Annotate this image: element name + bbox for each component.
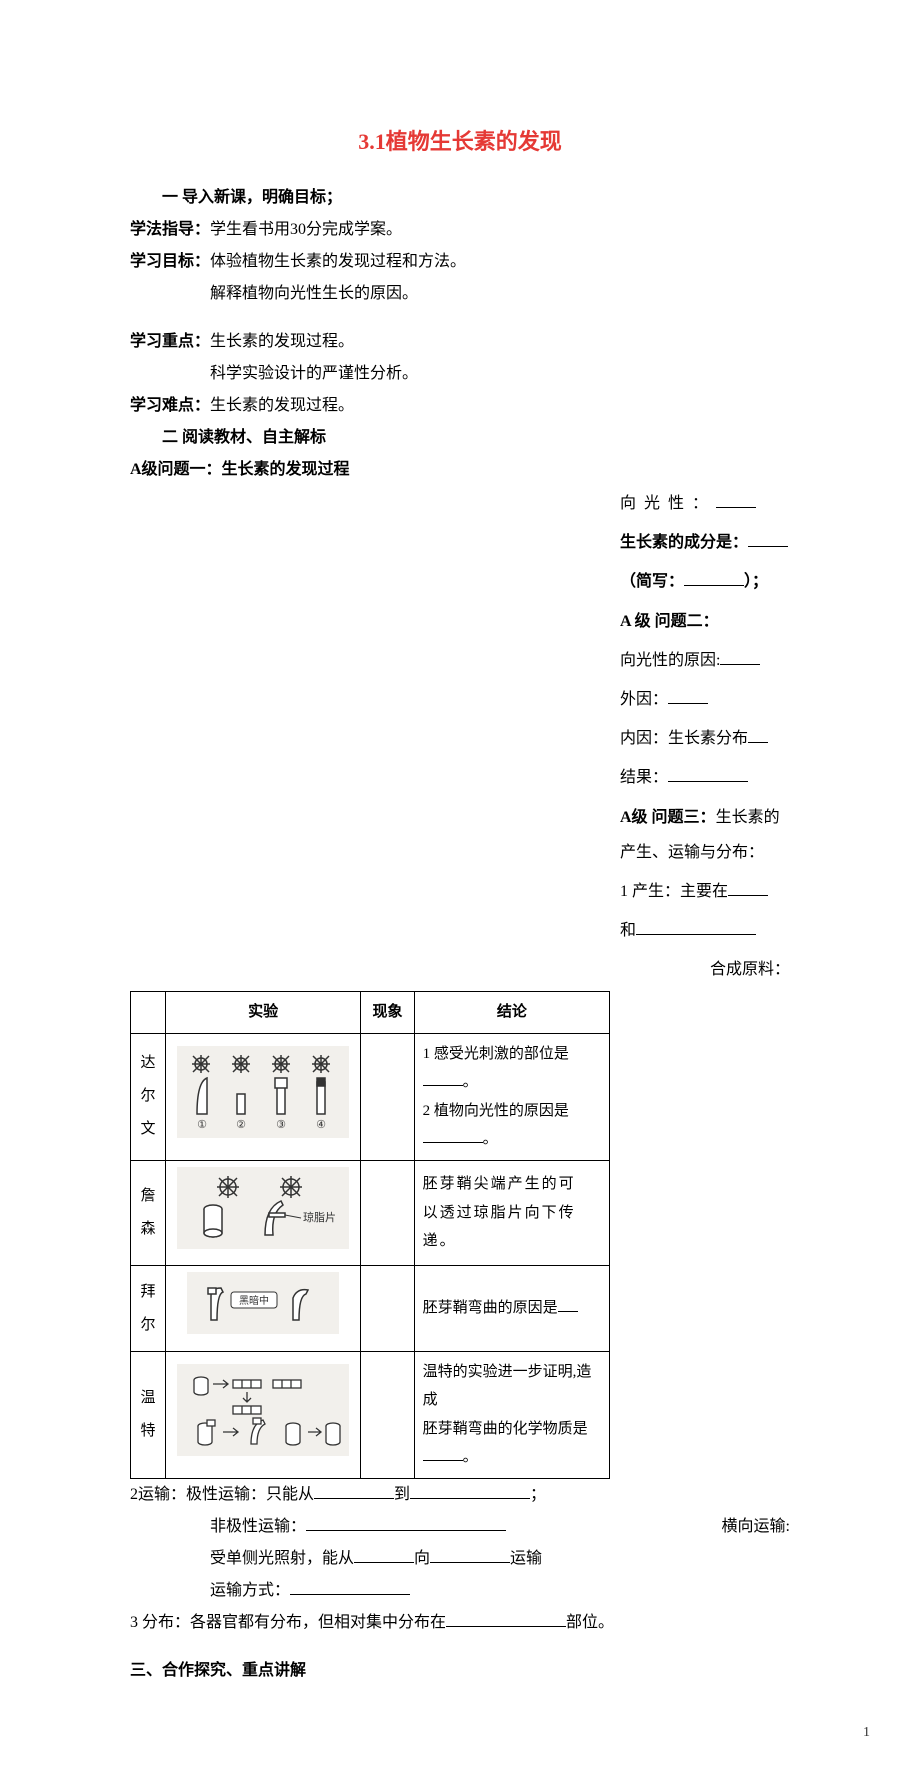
svg-text:①: ① xyxy=(197,1119,207,1131)
svg-text:琼脂片: 琼脂片 xyxy=(303,1210,336,1224)
th-blank xyxy=(131,992,166,1034)
spacer xyxy=(130,310,790,326)
diff-line: 学习难点：生长素的发现过程。 xyxy=(130,390,790,422)
section-3-heading: 三、合作探究、重点讲解 xyxy=(130,1655,790,1687)
table-row: 拜尔 黑暗中 胚芽鞘弯曲的原因是 xyxy=(131,1266,610,1352)
th-phenomenon: 现象 xyxy=(361,992,414,1034)
table-row: 温特 xyxy=(131,1351,610,1478)
bayer-diagram: 黑暗中 xyxy=(165,1266,360,1352)
svg-text:④: ④ xyxy=(316,1119,326,1131)
transport-line-3: 受单侧光照射，能从向运输 xyxy=(130,1543,790,1575)
bayer-conclusion: 胚芽鞘弯曲的原因是 xyxy=(414,1266,609,1352)
goal-line-1: 学习目标：体验植物生长素的发现过程和方法。 xyxy=(130,246,790,278)
jensen-diagram: 琼脂片 xyxy=(165,1160,360,1266)
section-1-heading: 一 导入新课，明确目标； xyxy=(130,182,790,214)
method-line: 学法指导：学生看书用30分完成学案。 xyxy=(130,214,790,246)
darwin-conclusion: 1 感受光刺激的部位是。 2 植物向光性的原因是。 xyxy=(414,1033,609,1160)
transport-line-4: 运输方式： xyxy=(130,1575,790,1607)
goal-line-2: 解释植物向光性生长的原因。 xyxy=(130,278,790,310)
svg-text:黑暗中: 黑暗中 xyxy=(239,1294,269,1307)
row-name: 拜尔 xyxy=(131,1266,166,1352)
transport-line-2: 非极性运输： 横向运输: xyxy=(130,1511,790,1543)
side-notes: 向光性： 生长素的成分是： （简写：）； A 级 问题二： 向光性的原因: 外因… xyxy=(620,486,790,991)
transport-line-1: 2运输：极性运输：只能从到； xyxy=(130,1479,790,1511)
focus-line-2: 科学实验设计的严谨性分析。 xyxy=(130,358,790,390)
focus-line-1: 学习重点：生长素的发现过程。 xyxy=(130,326,790,358)
row-name: 达尔文 xyxy=(131,1033,166,1160)
svg-text:③: ③ xyxy=(276,1119,286,1131)
distribution-line: 3 分布：各器官都有分布，但相对集中分布在部位。 xyxy=(130,1607,790,1639)
page-title: 3.1植物生长素的发现 xyxy=(130,120,790,164)
went-diagram xyxy=(165,1351,360,1478)
table-row: 詹森 琼脂片 xyxy=(131,1160,610,1266)
darwin-diagram: ① ② ③ ④ xyxy=(165,1033,360,1160)
q1-label: A级问题一：生长素的发现过程 xyxy=(130,454,790,486)
jensen-conclusion: 胚芽鞘尖端产生的可以透过琼脂片向下传递。 xyxy=(414,1160,609,1266)
cell-empty xyxy=(361,1266,414,1352)
spacer xyxy=(130,1639,790,1655)
table-row: 达尔文 xyxy=(131,1033,610,1160)
cell-empty xyxy=(361,1160,414,1266)
row-name: 温特 xyxy=(131,1351,166,1478)
page-number: 1 xyxy=(863,1719,870,1747)
cell-empty xyxy=(361,1033,414,1160)
svg-text:②: ② xyxy=(236,1119,246,1131)
th-conclusion: 结论 xyxy=(414,992,609,1034)
row-name: 詹森 xyxy=(131,1160,166,1266)
experiments-table: 实验 现象 结论 达尔文 xyxy=(130,991,610,1479)
went-conclusion: 温特的实验进一步证明,造成胚芽鞘弯曲的化学物质是。 xyxy=(414,1351,609,1478)
cell-empty xyxy=(361,1351,414,1478)
th-experiment: 实验 xyxy=(165,992,360,1034)
section-2-heading: 二 阅读教材、自主解标 xyxy=(130,422,790,454)
